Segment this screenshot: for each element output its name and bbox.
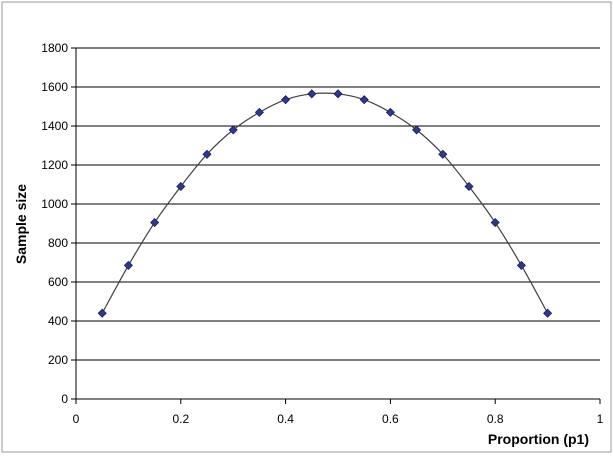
x-tick-labels: 0 0.2 0.4 0.6 0.8 1	[73, 412, 604, 426]
data-point	[543, 308, 553, 318]
y-tick-label: 1400	[41, 119, 68, 133]
y-tick-label: 1600	[41, 80, 68, 94]
data-point	[254, 107, 264, 117]
data-point	[490, 217, 500, 228]
data-point	[464, 181, 474, 192]
data-point	[307, 89, 317, 99]
data-markers	[97, 89, 553, 318]
data-point	[150, 217, 160, 228]
data-point	[516, 260, 526, 270]
y-tick-label: 1800	[41, 41, 68, 55]
data-point	[359, 95, 369, 105]
y-tick-labels: 0 200 400 600 800 1000 1200 1400 1600 1800	[41, 41, 68, 406]
axes	[71, 47, 601, 404]
x-axis-title: Proportion (p1)	[488, 431, 589, 447]
data-point	[176, 181, 186, 192]
y-tick-label: 0	[61, 392, 68, 406]
x-tick-label: 0	[73, 412, 80, 426]
y-tick-label: 800	[48, 236, 68, 250]
y-axis-title: Sample size	[13, 184, 29, 264]
data-point	[281, 95, 291, 105]
y-tick-label: 1200	[41, 158, 68, 172]
data-point	[438, 149, 448, 159]
trend-curve	[101, 92, 549, 314]
data-point	[333, 89, 343, 99]
grid-lines	[76, 47, 600, 361]
x-tick-label: 0.2	[172, 412, 189, 426]
data-point	[97, 308, 107, 318]
data-point	[412, 125, 422, 135]
x-tick-label: 0.4	[277, 412, 294, 426]
y-tick-label: 600	[48, 275, 68, 289]
y-tick-label: 200	[48, 353, 68, 367]
x-tick-label: 1	[597, 412, 604, 426]
data-point	[202, 149, 212, 159]
x-tick-label: 0.8	[487, 412, 504, 426]
data-point	[123, 260, 133, 270]
x-tick-label: 0.6	[382, 412, 399, 426]
y-tick-label: 400	[48, 314, 68, 328]
y-tick-label: 1000	[41, 197, 68, 211]
data-point	[385, 107, 395, 117]
data-point	[228, 125, 238, 135]
